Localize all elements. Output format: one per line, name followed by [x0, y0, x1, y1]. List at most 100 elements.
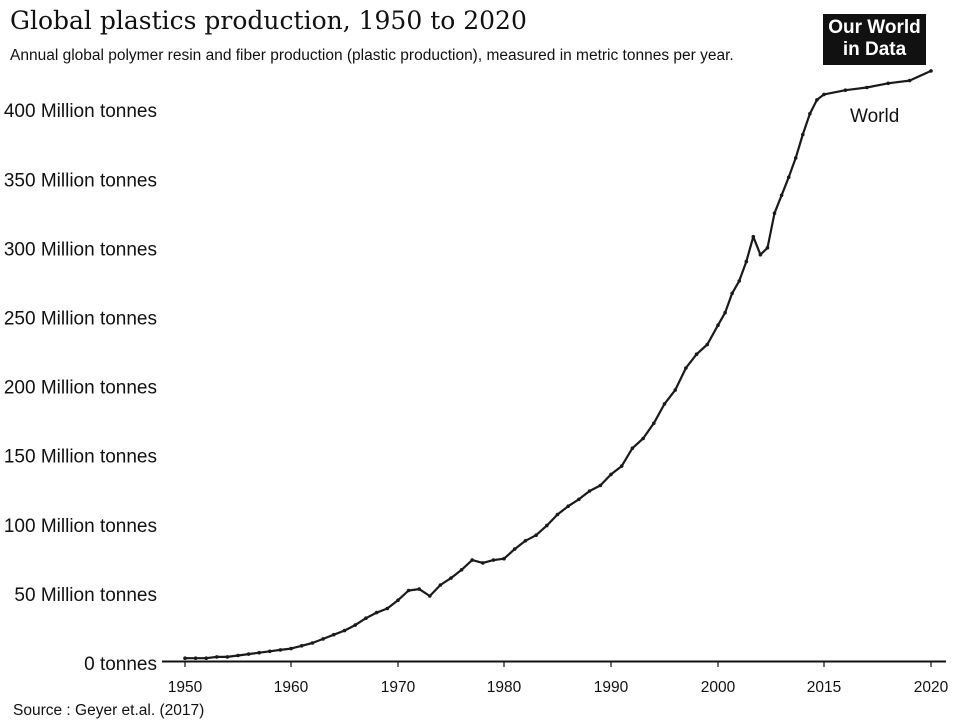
data-point	[843, 88, 848, 92]
y-axis-ticks: 0 tonnes 50 Million tonnes 100 Million ton…	[4, 101, 157, 675]
data-point	[673, 388, 677, 392]
data-point	[523, 539, 528, 543]
source-note: Source : Geyer et.al. (2017)	[13, 702, 205, 719]
data-point	[865, 85, 869, 90]
x-tick-label: 1970	[381, 679, 416, 696]
data-point	[406, 588, 411, 593]
data-point	[744, 259, 749, 264]
data-point	[758, 252, 763, 257]
y-tick-label: 50 Million tonnes	[14, 585, 157, 606]
data-point	[684, 366, 688, 370]
data-point	[278, 648, 283, 652]
y-tick-label: 0 tonnes	[84, 654, 157, 675]
x-tick-label: 1990	[594, 679, 629, 696]
chart-title: Global plastics production, 1950 to 2020	[10, 6, 527, 35]
y-tick-label: 200 Million tonnes	[4, 378, 157, 399]
data-point	[716, 323, 720, 328]
data-point	[929, 69, 933, 73]
data-point	[907, 78, 912, 83]
y-tick-label: 400 Million tonnes	[4, 101, 157, 122]
data-point	[566, 504, 570, 509]
x-tick-label: 1980	[487, 679, 522, 696]
data-point	[786, 175, 791, 180]
data-point	[737, 279, 741, 283]
data-point	[438, 583, 443, 587]
series-group: World	[183, 69, 933, 660]
logo-line-1: Our World	[828, 17, 921, 38]
x-tick-label: 2020	[914, 679, 949, 696]
owid-logo[interactable]: Our World in Data	[823, 14, 926, 65]
data-point	[545, 523, 549, 528]
data-point	[662, 402, 667, 406]
data-point	[815, 98, 819, 102]
y-tick-label: 250 Million tonnes	[4, 309, 157, 330]
data-point	[204, 656, 208, 660]
data-point	[502, 556, 506, 561]
data-point	[364, 616, 368, 620]
data-point	[808, 111, 812, 116]
data-point	[374, 610, 379, 615]
data-point	[730, 291, 734, 296]
data-point	[779, 193, 784, 198]
data-point	[705, 342, 710, 347]
data-point	[193, 656, 198, 660]
data-point	[268, 649, 272, 654]
data-point	[609, 472, 613, 477]
chart-subtitle: Annual global polymer resin and fiber pr…	[10, 47, 734, 64]
data-point	[619, 464, 624, 468]
x-axis-ticks: 1950 1960 1970 1980 1990 2000 2015 2020	[168, 661, 949, 696]
data-point	[772, 211, 777, 215]
data-point	[289, 646, 293, 651]
data-point	[257, 650, 262, 655]
y-tick-label: 150 Million tonnes	[4, 447, 157, 468]
data-point	[215, 655, 219, 659]
data-point	[587, 489, 592, 493]
y-tick-label: 300 Million tonnes	[4, 239, 157, 260]
data-point	[694, 352, 699, 357]
series-label-world: World	[850, 106, 899, 127]
data-point	[886, 81, 890, 86]
data-point	[385, 606, 390, 611]
data-point	[417, 587, 422, 591]
x-tick-label: 1950	[168, 679, 203, 696]
data-point	[225, 655, 230, 659]
data-point	[428, 594, 432, 598]
data-point	[793, 156, 798, 160]
data-point	[630, 446, 635, 451]
x-tick-label: 2000	[701, 679, 736, 696]
data-point	[396, 598, 400, 602]
data-point	[470, 558, 475, 562]
data-point	[332, 632, 336, 637]
data-point	[801, 132, 805, 137]
x-tick-label: 1960	[274, 679, 309, 696]
data-point	[512, 547, 517, 551]
data-point	[765, 246, 770, 250]
data-point	[723, 310, 727, 315]
data-point	[822, 92, 826, 97]
data-point	[246, 652, 251, 656]
y-tick-label: 100 Million tonnes	[4, 516, 157, 537]
data-point	[236, 653, 240, 658]
data-point	[577, 497, 581, 502]
data-point	[342, 628, 347, 633]
data-point	[751, 234, 756, 239]
y-tick-label: 350 Million tonnes	[4, 170, 157, 191]
x-tick-label: 2015	[807, 679, 841, 696]
data-point	[299, 644, 304, 648]
data-point	[555, 512, 560, 517]
data-point	[641, 436, 645, 441]
data-point	[598, 483, 603, 488]
data-point	[491, 558, 496, 562]
logo-line-2: in Data	[842, 39, 907, 60]
data-point	[449, 576, 453, 580]
data-point	[534, 533, 538, 537]
data-point	[459, 568, 464, 572]
data-point	[183, 656, 187, 660]
data-point	[310, 641, 315, 645]
data-point	[321, 637, 325, 641]
series-line-world	[185, 69, 932, 660]
data-point	[652, 421, 656, 426]
data-point	[353, 623, 358, 627]
